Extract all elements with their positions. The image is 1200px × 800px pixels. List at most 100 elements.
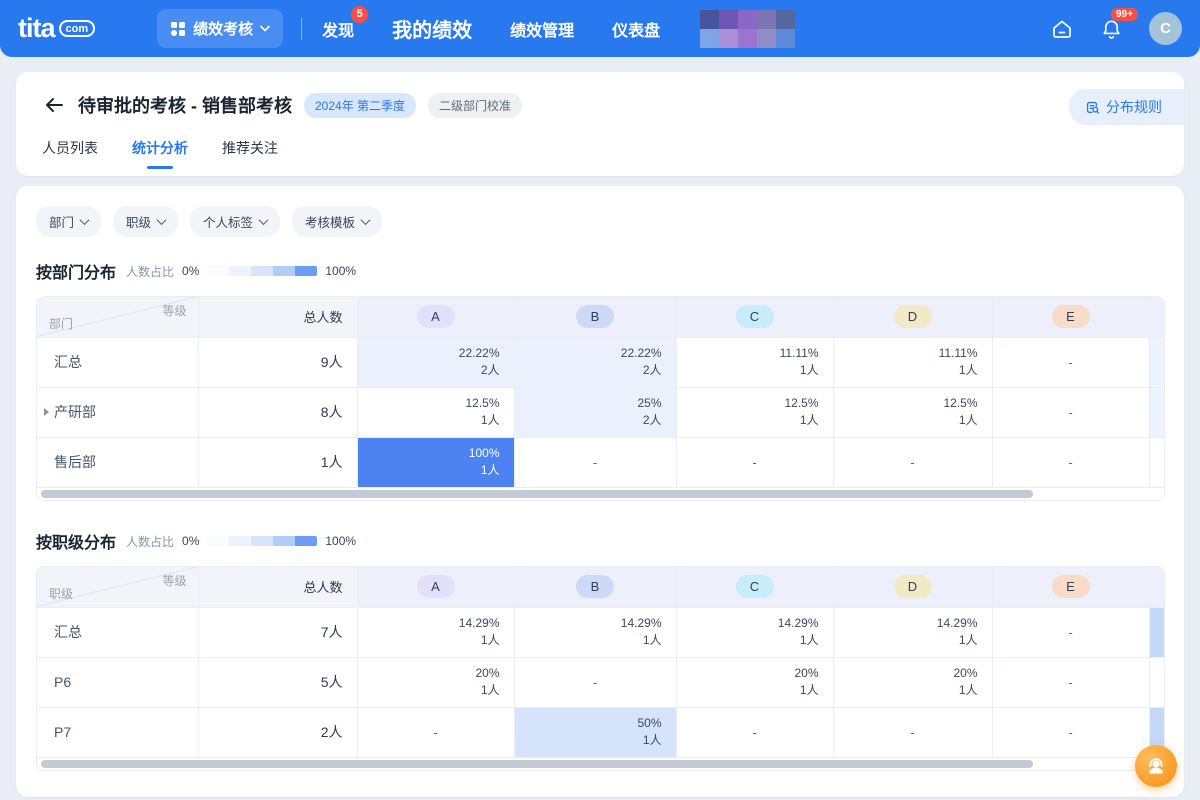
cell-count: 1人 xyxy=(958,413,978,427)
tab-人员列表[interactable]: 人员列表 xyxy=(42,140,98,156)
heat-cell: 14.29% 1人 xyxy=(513,606,676,657)
arrow-left-icon xyxy=(46,98,63,112)
legend-gradient-bar xyxy=(207,536,318,546)
cell-count: 2人 xyxy=(642,363,662,377)
filter-label: 职级 xyxy=(126,216,152,230)
distribution-rules-button[interactable]: 分布规则 xyxy=(1069,89,1184,125)
nav-item-我的绩效[interactable]: 我的绩效 xyxy=(392,20,473,42)
legend-gradient-bar xyxy=(207,266,318,276)
heat-cell: 22.22% 2人 xyxy=(356,336,514,387)
cell-count: 1人 xyxy=(480,683,500,697)
cell-count: 1人 xyxy=(958,683,978,697)
filter-dropdown-部门[interactable]: 部门 xyxy=(36,206,102,237)
filter-dropdown-考核模板[interactable]: 考核模板 xyxy=(292,206,383,237)
grade-column-header-A: A xyxy=(356,297,514,337)
heat-cell: 14.29% 1人 xyxy=(675,606,833,657)
row-total: 1人 xyxy=(197,436,357,487)
support-agent-icon xyxy=(1149,758,1163,774)
redacted-pixel xyxy=(700,9,720,29)
notification-count-badge: 99+ xyxy=(1111,7,1138,21)
grade-column-header-A: A xyxy=(356,567,514,607)
total-header: 总人数 xyxy=(197,297,357,337)
row-label[interactable]: 产研部 xyxy=(37,386,198,437)
empty-cell: - xyxy=(991,706,1149,757)
period-badge: 2024年 第二季度 xyxy=(304,92,417,118)
grade-pill: E xyxy=(1051,305,1090,329)
grade-column-header-E: E xyxy=(991,297,1149,337)
statistics-panel: 部门 职级 个人标签 考核模板 按部门分布 人数占比 0% 100% 等级 部门 总人数 A B C D E… xyxy=(16,186,1184,797)
heat-cell: 14.29% 1人 xyxy=(832,606,992,657)
back-button[interactable] xyxy=(42,94,66,116)
redacted-pixel xyxy=(700,28,720,48)
filter-label: 个人标签 xyxy=(203,216,254,230)
tita-logo[interactable]: tita com xyxy=(18,13,96,44)
empty-cell: - xyxy=(832,706,992,757)
empty-cell: - xyxy=(513,656,676,707)
filter-dropdown-职级[interactable]: 职级 xyxy=(113,206,179,237)
customer-support-fab[interactable] xyxy=(1135,745,1177,787)
cell-percentage: 22.22% xyxy=(458,346,500,360)
page-title: 待审批的考核 - 销售部考核 xyxy=(78,96,292,116)
chevron-down-icon xyxy=(156,215,167,226)
cell-count: 1人 xyxy=(799,683,819,697)
nav-item-绩效管理[interactable]: 绩效管理 xyxy=(510,22,575,40)
section-title: 按职级分布 xyxy=(36,535,117,552)
redacted-pixel xyxy=(757,9,777,29)
app-switcher-label: 绩效考核 xyxy=(193,21,254,38)
corner-label-grade: 等级 xyxy=(162,574,187,588)
filter-dropdown-个人标签[interactable]: 个人标签 xyxy=(190,206,281,237)
filter-bar: 部门 职级 个人标签 考核模板 xyxy=(36,206,1164,237)
table-row: 售后部 1人 100% 1人 - - - - xyxy=(37,436,1164,487)
redacted-pixel xyxy=(719,28,739,48)
empty-cell: - xyxy=(991,386,1149,437)
notifications-button[interactable]: 99+ xyxy=(1100,7,1138,41)
tab-统计分析[interactable]: 统计分析 xyxy=(132,138,188,169)
cell-percentage: 14.29% xyxy=(936,616,978,630)
app-switcher-button[interactable]: 绩效考核 xyxy=(157,9,284,48)
table-row: 产研部 8人 12.5% 1人 25% 2人 12.5% 1人 12.5% 1人 - xyxy=(37,386,1164,437)
heat-cell: 100% 1人 xyxy=(356,436,514,487)
grade-column-header-B: B xyxy=(513,297,676,337)
cell-percentage: 12.5% xyxy=(465,396,500,410)
cell-count: 1人 xyxy=(958,633,978,647)
nav-item-仪表盘[interactable]: 仪表盘 xyxy=(612,22,661,40)
section-by-level: 按职级分布 人数占比 0% 100% 等级 职级 总人数 A B C D E 汇总 7人 14.29% 1人 1… xyxy=(36,529,1165,771)
grade-column-header-C: C xyxy=(675,297,833,337)
grade-pill: A xyxy=(416,575,455,599)
chevron-down-icon xyxy=(258,215,269,226)
row-total: 9人 xyxy=(197,336,357,387)
redacted-block xyxy=(700,9,796,48)
redacted-pixel xyxy=(776,28,796,48)
top-navbar: tita com 绩效考核 发现 5 我的绩效 绩效管理 仪表盘 99+ C xyxy=(0,0,1200,57)
grade-pill: D xyxy=(893,305,932,329)
row-label: 汇总 xyxy=(37,606,198,657)
cell-count: 1人 xyxy=(642,633,662,647)
nav-divider xyxy=(301,17,303,40)
mode-badge: 二级部门校准 xyxy=(428,92,523,118)
empty-cell: - xyxy=(675,436,833,487)
cell-percentage: 20% xyxy=(953,666,978,680)
horizontal-scrollbar[interactable] xyxy=(41,490,1033,498)
filter-label: 部门 xyxy=(49,216,75,230)
grade-column-header-C: C xyxy=(675,567,833,607)
home-button[interactable] xyxy=(1050,17,1074,41)
legend-min: 0% xyxy=(182,264,200,278)
avatar[interactable]: C xyxy=(1149,12,1182,45)
chevron-down-icon xyxy=(360,215,371,226)
heat-cell: 20% 1人 xyxy=(675,656,833,707)
heat-cell: 11.11% 1人 xyxy=(832,336,992,387)
cell-percentage: 14.29% xyxy=(458,616,500,630)
redacted-pixel xyxy=(738,28,758,48)
cell-count: 1人 xyxy=(480,633,500,647)
heat-cell: 25% 2人 xyxy=(513,386,676,437)
expand-arrow-icon[interactable] xyxy=(44,408,49,416)
total-header: 总人数 xyxy=(197,567,357,607)
cell-percentage: 25% xyxy=(637,396,662,410)
heat-legend: 人数占比 0% 100% xyxy=(126,533,356,550)
nav-item-发现[interactable]: 发现 5 xyxy=(322,5,369,41)
tab-推荐关注[interactable]: 推荐关注 xyxy=(222,140,278,156)
rules-button-label: 分布规则 xyxy=(1106,99,1162,115)
horizontal-scrollbar[interactable] xyxy=(41,760,1033,768)
cell-percentage: 22.22% xyxy=(620,346,662,360)
cell-count: 1人 xyxy=(958,363,978,377)
